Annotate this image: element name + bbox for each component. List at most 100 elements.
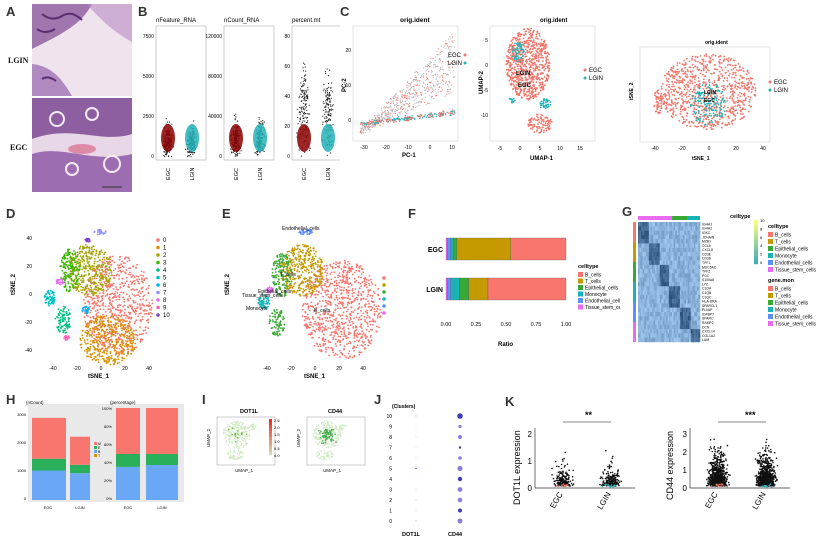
tsne-point	[683, 85, 686, 87]
pca-point	[437, 91, 439, 93]
tsne-point	[688, 90, 691, 92]
umap-point	[546, 124, 549, 127]
cluster-point	[81, 260, 84, 263]
pca-point	[384, 106, 386, 108]
violin-point	[297, 117, 299, 119]
cluster-point	[125, 269, 128, 271]
tsne-point	[689, 88, 692, 91]
tsne-point	[699, 119, 701, 122]
pca-point	[387, 117, 389, 119]
tsne-point	[671, 112, 674, 115]
pca-point	[407, 81, 409, 83]
pca-point	[393, 119, 395, 121]
tsne-point	[747, 95, 750, 98]
cluster-point	[95, 333, 98, 336]
tsne-point	[713, 80, 716, 82]
tsne-point	[701, 109, 703, 112]
violin-point	[299, 106, 301, 108]
umap-point	[538, 35, 541, 37]
violin-point	[324, 113, 326, 115]
pca-point	[392, 102, 394, 104]
pca-point	[447, 57, 449, 59]
tsne-point	[669, 109, 671, 112]
cluster-point	[130, 339, 133, 342]
umap-point	[521, 68, 523, 70]
tsne-point	[711, 109, 714, 112]
tsne-point	[715, 97, 717, 99]
violin-point	[307, 113, 309, 115]
pca-point	[408, 89, 410, 91]
tsne-point	[701, 120, 704, 123]
cluster-point	[101, 351, 104, 354]
tsne-point	[703, 111, 705, 114]
violin-point	[262, 124, 264, 126]
tsne-point	[656, 91, 659, 94]
pca-point	[393, 112, 395, 115]
tsne-point	[685, 115, 688, 117]
tsne-point	[746, 70, 749, 73]
umap-point	[542, 104, 545, 107]
pca-point	[436, 92, 438, 94]
umap-xtick-2: 5	[539, 146, 542, 152]
umap-point	[543, 99, 546, 102]
tsne-point	[707, 118, 710, 121]
pca-point	[401, 108, 404, 111]
tsne-point	[668, 96, 671, 98]
cluster-point	[106, 361, 109, 364]
violin-point	[307, 89, 309, 91]
pca-point	[375, 122, 377, 124]
tsne-point	[718, 70, 721, 73]
tsne-point	[694, 125, 697, 128]
tsne-point	[711, 117, 713, 120]
pca-point	[428, 70, 430, 72]
cluster-point	[118, 258, 121, 261]
violin-point	[298, 149, 300, 151]
tsne-point	[717, 123, 720, 126]
umap-point	[506, 55, 508, 57]
tsne-point	[715, 109, 718, 112]
pca-point	[429, 60, 431, 63]
umap-point	[527, 94, 530, 96]
pca-point	[384, 109, 386, 111]
cluster-point	[138, 333, 141, 336]
umap-point	[514, 44, 516, 47]
tsne-point	[692, 66, 695, 69]
violin-point	[326, 91, 328, 94]
pca-point	[446, 43, 448, 45]
violin-point	[300, 155, 303, 157]
umap-point	[535, 50, 538, 52]
umap-point	[516, 71, 518, 74]
tsne-point	[713, 115, 716, 117]
violin-point	[235, 153, 237, 156]
violin-point	[328, 93, 331, 95]
violin-point	[326, 97, 328, 99]
pca-point	[430, 69, 433, 72]
tsne-point	[703, 67, 705, 69]
cluster-point	[132, 301, 135, 303]
tsne-point	[669, 74, 671, 77]
pca-point	[411, 97, 413, 99]
tsne-point	[710, 95, 712, 98]
umap-point	[511, 67, 514, 70]
cluster-point	[136, 288, 138, 291]
pca-point	[404, 115, 406, 117]
pca-point	[387, 119, 389, 121]
tsne-point	[660, 85, 663, 88]
tsne-point	[702, 126, 705, 129]
cluster-point	[127, 284, 130, 286]
violin-tick-2-3: 20	[284, 124, 290, 130]
umap-point	[509, 69, 512, 72]
pca-point	[393, 98, 395, 100]
violin-point	[263, 121, 265, 123]
tsne-point	[691, 63, 694, 66]
umap-point	[530, 87, 533, 90]
umap-point	[534, 56, 537, 59]
tsne-point	[752, 86, 755, 89]
pca-point	[382, 123, 384, 125]
umap-point	[532, 39, 535, 41]
umap-point	[531, 84, 534, 87]
tsne-point	[691, 73, 694, 76]
cluster-point	[118, 361, 121, 364]
cluster-point	[133, 289, 136, 292]
pca-point	[447, 84, 449, 86]
